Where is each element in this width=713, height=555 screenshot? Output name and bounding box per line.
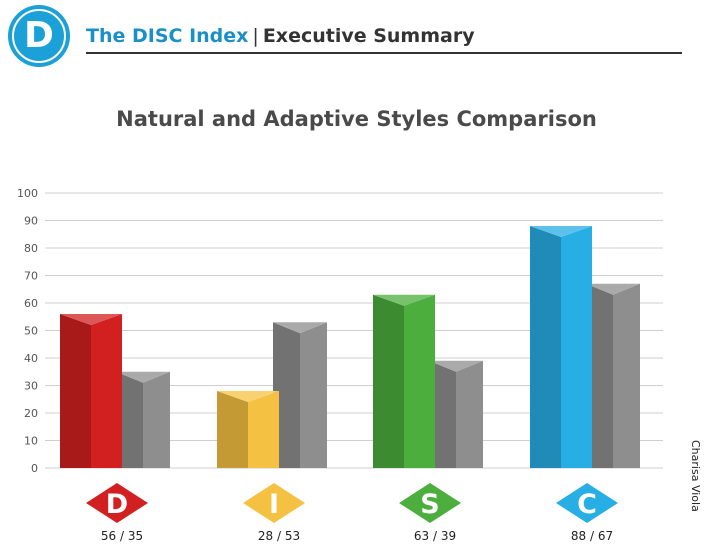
y-tick-label: 90 xyxy=(24,215,38,228)
category-label: C xyxy=(577,489,597,520)
styles-comparison-chart: 0 10 20 30 40 50 60 70 80 90 100 D 56 / 35 I 28 / 53 S 6… xyxy=(17,187,663,543)
y-tick-label: 60 xyxy=(24,297,38,310)
section-title: Executive Summary xyxy=(262,25,475,47)
natural-bar-s xyxy=(373,294,435,468)
logo-letter: D xyxy=(12,9,66,63)
disc-logo: D xyxy=(8,5,70,67)
y-tick-label: 10 xyxy=(24,435,38,448)
y-tick-label: 40 xyxy=(24,352,38,365)
y-tick-label: 80 xyxy=(24,242,38,255)
value-label: 88 / 67 xyxy=(571,529,613,543)
category-diamond-i xyxy=(243,483,305,523)
y-tick-label: 30 xyxy=(24,380,38,393)
y-tick-label: 50 xyxy=(24,325,38,338)
adaptive-bar-d xyxy=(116,371,170,468)
y-tick-label: 100 xyxy=(17,187,38,200)
category-label: I xyxy=(269,489,279,520)
value-label: 56 / 35 xyxy=(101,529,143,543)
header-separator: | xyxy=(252,25,259,47)
header-rule xyxy=(86,52,682,54)
person-name: Charisa Viola xyxy=(689,440,702,512)
natural-bar-d xyxy=(60,314,122,468)
category-diamond-s xyxy=(399,483,461,523)
page-header: The DISC Index | Executive Summary xyxy=(86,23,475,49)
category-diamond-d xyxy=(86,483,148,523)
brand-title: The DISC Index xyxy=(86,25,249,47)
adaptive-bar-c xyxy=(586,283,640,468)
adaptive-bar-i xyxy=(273,322,327,468)
natural-bar-c xyxy=(530,226,592,468)
y-tick-label: 20 xyxy=(24,407,38,420)
category-diamond-c xyxy=(556,483,618,523)
value-label: 63 / 39 xyxy=(414,529,456,543)
chart-title: Natural and Adaptive Styles Comparison xyxy=(116,107,597,131)
value-label: 28 / 53 xyxy=(258,529,300,543)
adaptive-bar-s xyxy=(429,360,483,468)
category-label: S xyxy=(420,489,439,520)
y-tick-label: 0 xyxy=(31,462,38,475)
category-label: D xyxy=(106,489,128,520)
natural-bar-i xyxy=(217,391,279,468)
y-tick-label: 70 xyxy=(24,270,38,283)
